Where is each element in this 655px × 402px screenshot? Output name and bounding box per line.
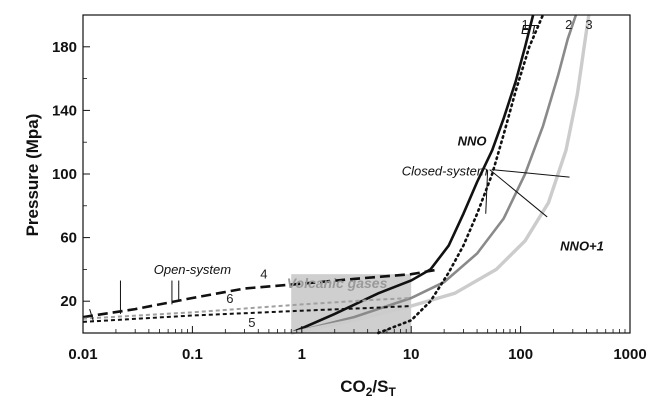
x-axis-title-sub1: 2 — [366, 385, 373, 399]
annotation-nno-1: NNO+1 — [560, 238, 604, 253]
series-line-5 — [82, 305, 412, 323]
leader-closed-3 — [491, 169, 570, 178]
series-line-et — [377, 13, 545, 335]
x-tick-label-10: 10 — [403, 346, 420, 363]
x-axis-title-sub2: T — [388, 385, 396, 399]
x-tick-label-0.01: 0.01 — [68, 346, 97, 363]
leader-closed-2 — [489, 169, 548, 218]
leader-closed-1 — [485, 169, 489, 214]
series-line-1 — [290, 14, 535, 335]
series-label-3: 3 — [585, 17, 592, 32]
y-axis-title: Pressure (Mpa) — [23, 114, 42, 237]
volcanic-gases-label: Volcanic gases — [287, 275, 388, 291]
axis-layer: 0.01 0.1 1 10 100 1000 20 60 100 140 180 — [52, 14, 647, 363]
series-line-4 — [82, 268, 440, 319]
label-layer: Volcanic gases 1 2 3 4 56 NNO NNO+1 Closed-syste… — [154, 17, 604, 330]
series-line-6 — [82, 297, 412, 320]
series-line-2 — [290, 14, 578, 335]
y-tick-label-20: 20 — [60, 293, 77, 310]
y-tick-label-140: 140 — [52, 102, 77, 119]
annotation-nno: NNO — [458, 133, 487, 148]
annotation-et: ET — [521, 22, 539, 37]
leader-lines-layer — [89, 169, 570, 323]
y-tick-label-100: 100 — [52, 166, 77, 183]
annotation-closed-system: Closed-system — [402, 164, 488, 179]
series-layer — [82, 13, 591, 335]
x-axis-title-base: CO — [340, 377, 366, 396]
x-tick-label-1000: 1000 — [613, 346, 646, 363]
x-axis-title-mid: /S — [372, 377, 388, 396]
series-label-4: 4 — [260, 267, 267, 282]
x-tick-label-0.1: 0.1 — [182, 346, 203, 363]
series-line-3 — [290, 14, 591, 335]
x-axis-title: CO2/ST — [340, 377, 396, 399]
series-label-6: 6 — [226, 291, 233, 306]
y-tick-label-60: 60 — [60, 230, 77, 247]
series-label-5: 5 — [248, 315, 255, 330]
series-label-2: 2 — [565, 17, 572, 32]
y-tick-label-180: 180 — [52, 39, 77, 56]
series-label-1: 1 — [521, 17, 528, 32]
x-tick-label-100: 100 — [508, 346, 533, 363]
x-tick-label-1: 1 — [298, 346, 306, 363]
leader-open-4 — [89, 309, 95, 323]
annotation-open-system: Open-system — [154, 262, 231, 277]
